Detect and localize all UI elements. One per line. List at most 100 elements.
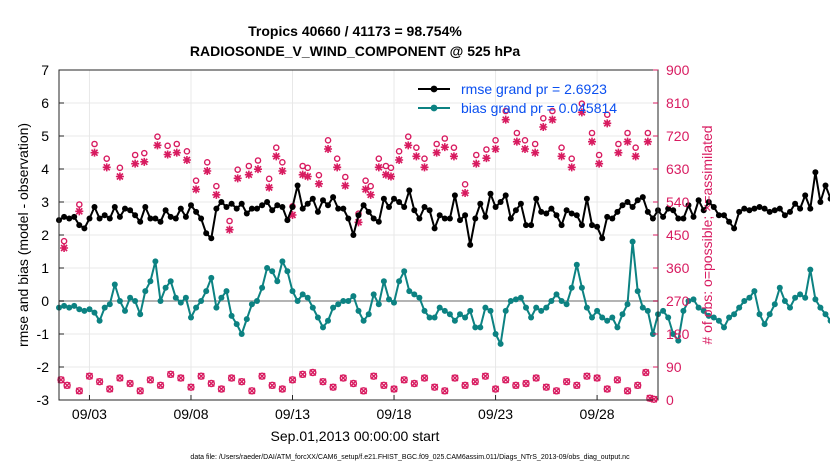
point-rmse (309, 195, 316, 202)
point-rmse (172, 215, 179, 222)
point-bias (619, 311, 626, 318)
point-rmse (274, 202, 281, 209)
point-bias (340, 298, 347, 304)
obs-low-assimilated-marker (642, 369, 650, 376)
obs-low-assimilated-marker (339, 374, 347, 382)
point-rmse (827, 195, 830, 202)
point-bias (248, 301, 255, 308)
point-bias (380, 278, 387, 285)
obs-low-possible-marker (85, 372, 94, 380)
obs-low-assimilated-marker (360, 387, 368, 395)
obs-low-possible-marker (542, 383, 551, 391)
obs-assimilated-marker (265, 183, 274, 192)
obs-low-assimilated-marker (85, 372, 93, 380)
point-rmse (325, 202, 331, 209)
point-rmse (299, 205, 306, 212)
point-rmse (436, 212, 443, 219)
y-tick-label-right: 360 (666, 260, 690, 276)
obs-low-assimilated-marker (593, 374, 601, 382)
obs-assimilated-marker (482, 154, 491, 163)
point-rmse (116, 213, 123, 220)
y-axis-right-label: # of obs: o=possible; ×=assimilated (699, 125, 715, 344)
point-bias (482, 304, 489, 311)
obs-possible-marker (362, 177, 369, 184)
point-rmse (477, 200, 484, 207)
obs-low-possible-marker (116, 374, 124, 382)
point-bias (284, 268, 291, 275)
point-bias (568, 284, 575, 291)
obs-assimilated-marker (521, 145, 530, 153)
obs-assimilated-marker (412, 152, 421, 161)
point-bias (578, 284, 585, 291)
point-rmse (162, 207, 169, 214)
obs-assimilated-marker (501, 115, 510, 124)
grid-lines (59, 69, 658, 401)
obs-possible-marker (173, 140, 181, 148)
obs-possible-marker (265, 175, 273, 183)
obs-low-possible-marker (63, 381, 71, 390)
y-tick-label-left: 2 (41, 227, 49, 243)
obs-assimilated-marker (60, 244, 69, 252)
obs-low-possible-marker (309, 368, 317, 377)
point-bias (797, 291, 804, 298)
obs-low-assimilated-marker (512, 381, 520, 389)
obs-assimilated-marker (577, 108, 586, 117)
obs-low-assimilated-marker (248, 387, 256, 395)
y-tick-label-left: 3 (41, 194, 49, 210)
point-bias (792, 294, 799, 301)
point-bias (96, 317, 103, 324)
obs-possible-marker (103, 155, 111, 162)
obs-low-assimilated-marker (370, 372, 378, 380)
point-bias (182, 294, 189, 301)
chart-title-line2: RADIOSONDE_V_WIND_COMPONENT @ 525 hPa (190, 43, 520, 59)
obs-possible-marker (279, 159, 286, 166)
obs-possible-marker (324, 137, 332, 144)
point-bias (517, 294, 524, 301)
point-rmse (487, 190, 494, 197)
point-rmse (492, 204, 499, 210)
point-rmse (507, 215, 514, 222)
obs-assimilated-marker (366, 190, 375, 199)
point-bias (472, 324, 479, 331)
point-bias (690, 296, 697, 303)
point-rmse (746, 207, 753, 214)
x-tick-label: 09/23 (478, 406, 513, 422)
y-tick-label-left: -1 (37, 326, 50, 342)
point-rmse (375, 218, 382, 225)
point-rmse (446, 215, 453, 222)
point-rmse (294, 182, 301, 189)
point-rmse (198, 215, 205, 222)
series-lines (56, 169, 830, 347)
obs-assimilated-marker (192, 185, 201, 194)
obs-low-assimilated-marker (349, 380, 357, 387)
point-rmse (705, 199, 712, 205)
point-rmse (761, 205, 768, 212)
obs-assimilated-marker (491, 145, 500, 153)
obs-possible-marker (595, 151, 603, 159)
point-bias (254, 298, 260, 304)
obs-low-assimilated-marker (207, 380, 215, 387)
obs-low-assimilated-marker (390, 385, 398, 393)
point-rmse (792, 200, 799, 207)
point-bias (188, 314, 194, 321)
point-rmse (543, 210, 550, 217)
point-bias (710, 314, 717, 321)
point-bias (355, 307, 362, 314)
obs-low-assimilated-marker (650, 395, 658, 403)
obs-assimilated-marker (614, 148, 623, 157)
point-rmse (776, 205, 783, 212)
point-bias (304, 294, 311, 301)
obs-possible-marker (60, 237, 68, 245)
point-rmse (76, 222, 83, 229)
obs-low-assimilated-marker (228, 374, 236, 382)
point-bias (391, 299, 397, 306)
obs-assimilated-marker (272, 152, 281, 161)
obs-possible-marker (154, 133, 161, 140)
point-bias (451, 317, 458, 324)
obs-low-assimilated-marker (380, 381, 388, 389)
obs-assimilated-marker (163, 150, 172, 159)
obs-low-possible-marker (156, 381, 165, 390)
point-rmse (558, 222, 565, 229)
obs-possible-marker (588, 129, 596, 137)
point-bias (223, 288, 230, 295)
